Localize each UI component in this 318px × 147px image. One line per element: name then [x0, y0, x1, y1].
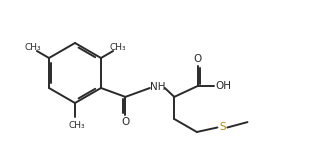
Text: CH₃: CH₃: [24, 43, 41, 52]
Text: OH: OH: [216, 81, 232, 91]
Text: CH₃: CH₃: [109, 43, 126, 52]
Text: NH: NH: [150, 82, 166, 92]
Text: O: O: [194, 54, 202, 64]
Text: O: O: [121, 117, 129, 127]
Text: S: S: [219, 122, 226, 132]
Text: CH₃: CH₃: [69, 121, 85, 130]
